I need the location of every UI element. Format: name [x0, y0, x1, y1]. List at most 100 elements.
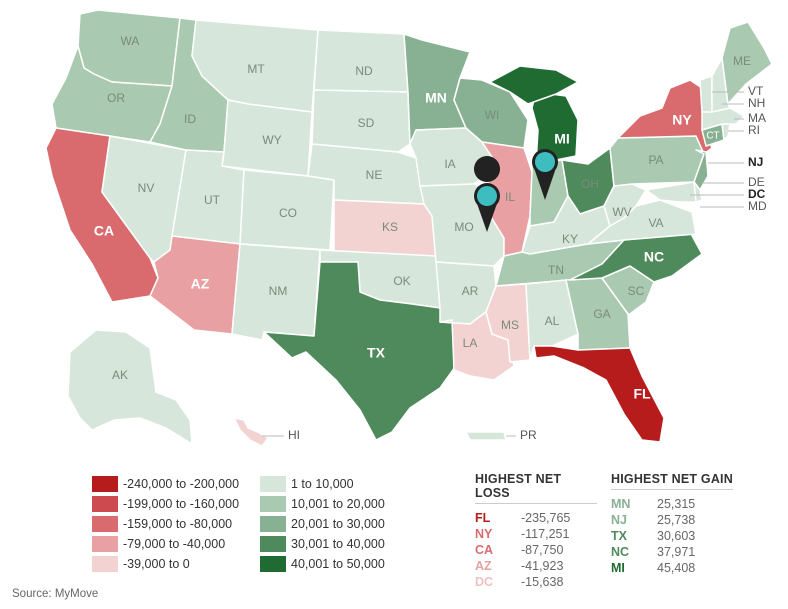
table-row: MN 25,315: [611, 496, 733, 512]
state-label-ne: NE: [366, 168, 383, 182]
ext-label-de: DE: [748, 175, 765, 189]
ext-label-hi: HI: [288, 428, 300, 442]
state-label-pa: PA: [648, 153, 663, 167]
state-value: 30,603: [657, 529, 696, 543]
state-label-wy: WY: [262, 133, 281, 147]
state-code: FL: [475, 511, 491, 525]
state-label-ks: KS: [382, 220, 398, 234]
legend-label: 40,001 to 50,000: [291, 557, 385, 571]
state-value: 37,971: [657, 545, 696, 559]
legend-swatch: [260, 516, 286, 532]
state-code: DC: [475, 575, 494, 589]
legend-item: -159,000 to -80,000: [92, 514, 239, 534]
table-row: NJ 25,738: [611, 512, 733, 528]
state-value: 25,738: [657, 513, 696, 527]
ext-label-vt: VT: [748, 84, 764, 98]
state-label-id: ID: [184, 112, 196, 126]
state-label-mt: MT: [247, 62, 265, 76]
state-me[interactable]: [721, 21, 773, 105]
state-label-al: AL: [545, 314, 560, 328]
table-row: TX 30,603: [611, 528, 733, 544]
legend: -240,000 to -200,000 -199,000 to -160,00…: [92, 474, 422, 574]
state-label-nc: NC: [644, 249, 664, 265]
state-label-me: ME: [733, 54, 751, 68]
state-value: -235,765: [521, 511, 571, 525]
state-label-wi: WI: [485, 108, 500, 122]
table-row: MI 45,408: [611, 560, 733, 576]
legend-item: -79,000 to -40,000: [92, 534, 239, 554]
table-row: FL -235,765: [475, 510, 597, 526]
legend-swatch: [260, 536, 286, 552]
ext-label-nj: NJ: [748, 155, 763, 169]
state-label-nd: ND: [355, 64, 373, 78]
state-label-az: AZ: [191, 276, 210, 292]
loss-table-title: HIGHEST NET LOSS: [475, 472, 597, 504]
state-label-mo: MO: [454, 220, 473, 234]
state-label-fl: FL: [633, 386, 651, 402]
legend-label: -39,000 to 0: [123, 557, 190, 571]
state-label-wa: WA: [121, 34, 140, 48]
table-row: NC 37,971: [611, 544, 733, 560]
table-row: NY -117,251: [475, 526, 597, 542]
legend-swatch: [92, 516, 118, 532]
legend-swatch: [92, 476, 118, 492]
state-label-ms: MS: [501, 318, 519, 332]
state-label-ia: IA: [444, 157, 455, 171]
state-hi[interactable]: [233, 417, 269, 447]
state-ri[interactable]: [721, 123, 731, 141]
legend-item: -240,000 to -200,000: [92, 474, 239, 494]
state-ak[interactable]: [67, 329, 193, 445]
state-label-co: CO: [279, 206, 297, 220]
legend-column-gain: 1 to 10,000 10,001 to 20,000 20,001 to 3…: [260, 474, 385, 574]
state-la[interactable]: [439, 311, 515, 381]
state-label-ok: OK: [393, 274, 410, 288]
state-nd[interactable]: [313, 29, 409, 93]
ext-label-ma: MA: [748, 111, 766, 125]
state-tx[interactable]: [263, 261, 461, 441]
state-pr[interactable]: [465, 431, 507, 441]
legend-label: -199,000 to -160,000: [123, 497, 240, 511]
legend-label: 30,001 to 40,000: [291, 537, 385, 551]
highest-net-gain-table: HIGHEST NET GAIN MN 25,315 NJ 25,738 TX 30,…: [611, 472, 733, 576]
legend-item: -199,000 to -160,000: [92, 494, 239, 514]
ext-label-pr: PR: [520, 428, 537, 442]
state-label-tn: TN: [548, 263, 564, 277]
state-code: NY: [475, 527, 493, 541]
legend-swatch: [260, 476, 286, 492]
state-label-nm: NM: [269, 284, 288, 298]
legend-item: 1 to 10,000: [260, 474, 385, 494]
state-value: -87,750: [521, 543, 564, 557]
legend-item: 20,001 to 30,000: [260, 514, 385, 534]
legend-swatch: [260, 556, 286, 572]
source-note: Source: MyMove: [12, 588, 99, 600]
state-value: 45,408: [657, 561, 696, 575]
state-nh[interactable]: [711, 57, 731, 113]
ext-label-ri: RI: [748, 123, 760, 137]
legend-item: 30,001 to 40,000: [260, 534, 385, 554]
state-code: MI: [611, 561, 625, 575]
state-label-nv: NV: [138, 181, 155, 195]
legend-label: -79,000 to -40,000: [123, 537, 226, 551]
state-sd[interactable]: [311, 89, 411, 153]
state-mi-upper[interactable]: [489, 65, 579, 105]
state-label-oh: OH: [581, 177, 599, 191]
state-code: AZ: [475, 559, 492, 573]
legend-swatch: [92, 536, 118, 552]
ext-label-nh: NH: [748, 96, 765, 110]
legend-label: 1 to 10,000: [291, 477, 354, 491]
state-label-sc: SC: [628, 284, 645, 298]
map-pin-icon: [474, 156, 501, 232]
state-label-ca: CA: [94, 223, 114, 239]
state-vt[interactable]: [699, 75, 713, 113]
state-md[interactable]: [645, 181, 701, 203]
state-label-or: OR: [107, 91, 125, 105]
state-label-sd: SD: [358, 116, 375, 130]
state-ms[interactable]: [485, 283, 531, 363]
legend-column-loss: -240,000 to -200,000 -199,000 to -160,00…: [92, 474, 239, 574]
state-co[interactable]: [239, 169, 335, 251]
state-nc[interactable]: [569, 231, 703, 283]
state-code: NJ: [611, 513, 627, 527]
state-label-ga: GA: [593, 307, 610, 321]
state-fl[interactable]: [533, 345, 665, 443]
state-label-mn: MN: [425, 90, 447, 106]
